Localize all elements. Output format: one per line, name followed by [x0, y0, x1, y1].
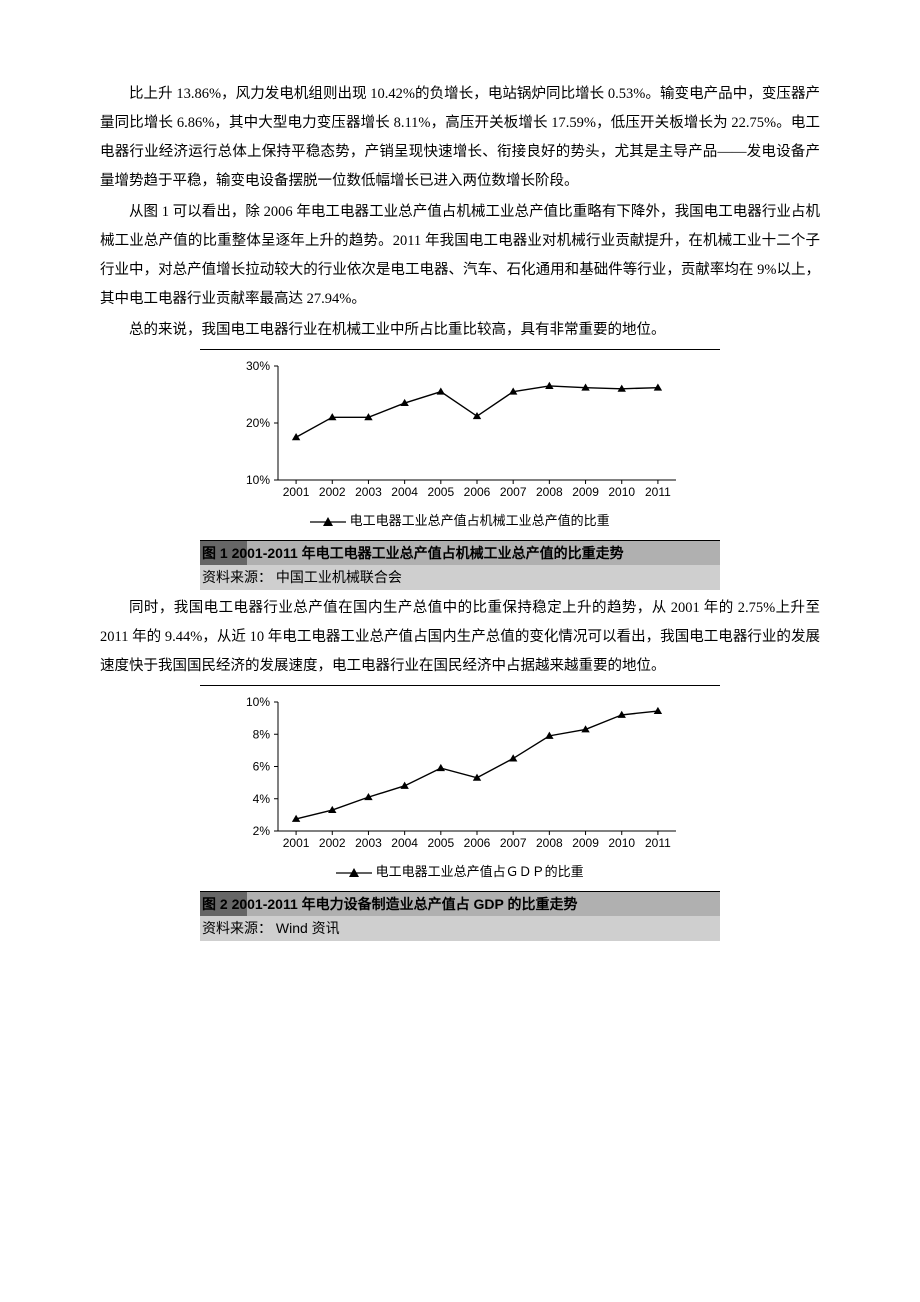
- svg-text:2008: 2008: [536, 485, 563, 499]
- svg-text:2002: 2002: [319, 485, 346, 499]
- svg-text:10%: 10%: [246, 473, 270, 487]
- chart-2-legend: 电工电器工业总产值占ＧＤＰ的比重: [200, 859, 720, 885]
- chart-1-legend: 电工电器工业总产值占机械工业总产值的比重: [200, 508, 720, 534]
- svg-text:2003: 2003: [355, 485, 382, 499]
- svg-text:2003: 2003: [355, 836, 382, 850]
- svg-text:2%: 2%: [253, 824, 271, 838]
- svg-text:2011: 2011: [645, 485, 671, 499]
- chart-2-title: 图 2 2001-2011 年电力设备制造业总产值占 GDP 的比重走势: [200, 892, 720, 916]
- svg-text:2008: 2008: [536, 836, 563, 850]
- chart-1-source-value: 中国工业机械联合会: [276, 569, 402, 585]
- svg-text:2010: 2010: [608, 836, 635, 850]
- legend-marker-icon: [336, 867, 372, 879]
- chart-2-source-label: 资料来源：: [202, 920, 272, 936]
- svg-text:2007: 2007: [500, 836, 527, 850]
- chart-1-svg: 10% 20% 30% 2001 2002 2003 2004 2005 2006 2007 200…: [230, 356, 690, 506]
- chart-1-source: 资料来源： 中国工业机械联合会: [200, 565, 720, 589]
- svg-text:2004: 2004: [391, 485, 418, 499]
- svg-text:6%: 6%: [253, 759, 271, 773]
- chart-2-caption: 图 2 2001-2011 年电力设备制造业总产值占 GDP 的比重走势 资料来…: [200, 891, 720, 941]
- paragraph-1: 比上升 13.86%，风力发电机组则出现 10.42%的负增长，电站锅炉同比增长…: [100, 80, 820, 196]
- chart-2-plot-area: 2% 4% 6% 8% 10% 2001 2002 2003 2004 2005 2006 2007 2…: [200, 685, 720, 885]
- svg-text:2004: 2004: [391, 836, 418, 850]
- chart-2-container: 2% 4% 6% 8% 10% 2001 2002 2003 2004 2005 2006 2007 2…: [200, 685, 720, 941]
- chart-2-source-value: Wind 资讯: [276, 920, 340, 936]
- svg-text:2009: 2009: [572, 485, 599, 499]
- chart-1-plot-area: 10% 20% 30% 2001 2002 2003 2004 2005 2006 2007 200…: [200, 349, 720, 534]
- paragraph-2: 从图 1 可以看出，除 2006 年电工电器工业总产值占机械工业总产值比重略有下…: [100, 198, 820, 314]
- svg-text:2001: 2001: [283, 485, 310, 499]
- paragraph-3: 总的来说，我国电工电器行业在机械工业中所占比重比较高，具有非常重要的地位。: [100, 316, 820, 345]
- svg-text:20%: 20%: [246, 416, 270, 430]
- chart-2-legend-label: 电工电器工业总产值占ＧＤＰ的比重: [376, 864, 584, 879]
- svg-text:2006: 2006: [464, 836, 491, 850]
- svg-text:2005: 2005: [427, 836, 454, 850]
- svg-text:2011: 2011: [645, 836, 671, 850]
- svg-text:2005: 2005: [427, 485, 454, 499]
- svg-text:2006: 2006: [464, 485, 491, 499]
- chart-1-title: 图 1 2001-2011 年电工电器工业总产值占机械工业总产值的比重走势: [200, 541, 720, 565]
- svg-text:8%: 8%: [253, 727, 271, 741]
- chart-2-svg: 2% 4% 6% 8% 10% 2001 2002 2003 2004 2005 2006 2007 2…: [230, 692, 690, 857]
- svg-text:2001: 2001: [283, 836, 310, 850]
- chart-1-source-label: 资料来源：: [202, 569, 272, 585]
- svg-text:2009: 2009: [572, 836, 599, 850]
- svg-text:30%: 30%: [246, 359, 270, 373]
- chart-1-container: 10% 20% 30% 2001 2002 2003 2004 2005 2006 2007 200…: [200, 349, 720, 590]
- chart-1-caption: 图 1 2001-2011 年电工电器工业总产值占机械工业总产值的比重走势 资料…: [200, 540, 720, 590]
- chart-2-source: 资料来源： Wind 资讯: [200, 916, 720, 940]
- svg-text:2007: 2007: [500, 485, 527, 499]
- svg-text:4%: 4%: [253, 792, 271, 806]
- svg-text:10%: 10%: [246, 695, 270, 709]
- svg-text:2002: 2002: [319, 836, 346, 850]
- chart-1-legend-label: 电工电器工业总产值占机械工业总产值的比重: [350, 513, 610, 528]
- legend-marker-icon: [310, 516, 346, 528]
- paragraph-4: 同时，我国电工电器行业总产值在国内生产总值中的比重保持稳定上升的趋势，从 200…: [100, 594, 820, 681]
- svg-text:2010: 2010: [608, 485, 635, 499]
